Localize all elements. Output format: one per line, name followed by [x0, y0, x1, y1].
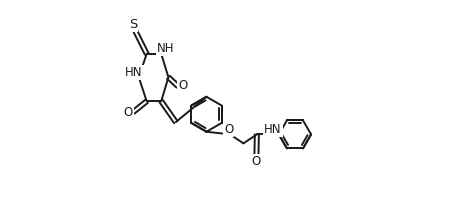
Text: O: O: [123, 106, 133, 119]
Text: S: S: [129, 18, 137, 31]
Text: O: O: [178, 79, 187, 92]
Text: O: O: [224, 123, 233, 136]
Text: HN: HN: [125, 66, 142, 79]
Text: O: O: [251, 155, 260, 168]
Text: HN: HN: [263, 123, 281, 136]
Text: NH: NH: [157, 42, 174, 55]
